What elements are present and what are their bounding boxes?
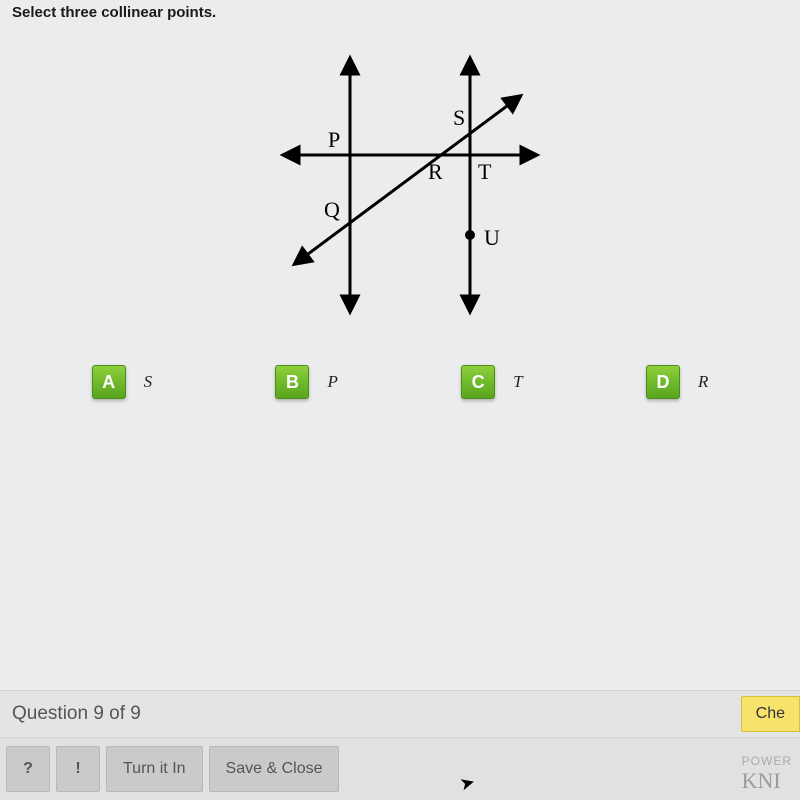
label-s: S — [453, 105, 465, 130]
answer-label-c: T — [513, 372, 522, 392]
label-q: Q — [324, 197, 340, 222]
branding-power: POWER — [742, 754, 792, 768]
answer-box-c[interactable]: C — [461, 365, 495, 399]
check-button[interactable]: Che — [741, 696, 800, 732]
bottom-toolbar: ? ! Turn it In Save & Close POWER KNI — [0, 738, 800, 800]
answer-label-d: R — [698, 372, 708, 392]
answer-label-a: S — [144, 372, 153, 392]
footer-bar: Question 9 of 9 Che — [0, 690, 800, 738]
answer-choice-d[interactable]: D R — [646, 365, 708, 399]
question-position: Question 9 of 9 — [12, 703, 141, 725]
label-u: U — [484, 225, 500, 250]
answer-choice-b[interactable]: B P — [275, 365, 337, 399]
diagram-container: P Q R S T U — [0, 25, 800, 355]
branding-logo: POWER KNI — [742, 754, 792, 794]
geometry-diagram: P Q R S T U — [220, 45, 580, 325]
answer-choice-a[interactable]: A S — [92, 365, 153, 399]
answer-label-b: P — [327, 372, 337, 392]
turn-it-in-button[interactable]: Turn it In — [106, 746, 203, 792]
branding-kn: KNI — [742, 768, 792, 794]
answer-choice-c[interactable]: C T — [461, 365, 522, 399]
flag-button[interactable]: ! — [56, 746, 100, 792]
answer-box-b[interactable]: B — [275, 365, 309, 399]
question-prompt: Select three collinear points. — [0, 0, 800, 25]
point-u — [465, 230, 475, 240]
label-p: P — [328, 127, 340, 152]
save-close-button[interactable]: Save & Close — [209, 746, 340, 792]
label-t: T — [478, 159, 492, 184]
answer-box-d[interactable]: D — [646, 365, 680, 399]
answers-row: A S B P C T D R — [0, 355, 800, 409]
help-button[interactable]: ? — [6, 746, 50, 792]
answer-box-a[interactable]: A — [92, 365, 126, 399]
label-r: R — [428, 159, 443, 184]
